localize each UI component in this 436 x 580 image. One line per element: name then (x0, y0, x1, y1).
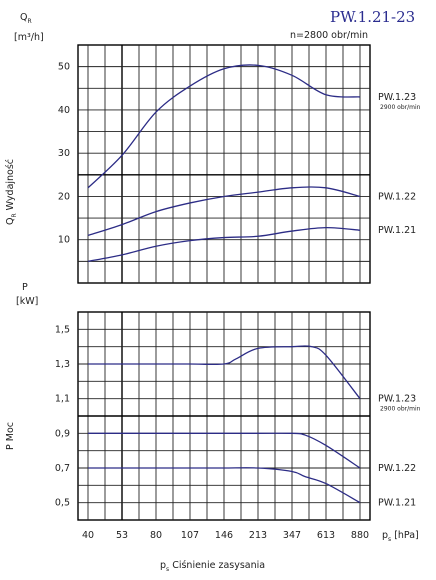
speed-note: n=2800 obr/min (290, 30, 368, 41)
axis-ticks: 40 53 80 107 146 213 347 613 880 10 20 30 40 50 0,5 0,7… (55, 62, 369, 541)
x-tick-label: 107 (181, 530, 199, 541)
power-y-tick-label: 1,3 (55, 359, 70, 370)
power-series-label: PW.1.21 (378, 498, 416, 509)
flow-y-tick-label: 40 (58, 105, 70, 116)
flow-y-tick-label: 10 (58, 235, 70, 246)
chart-title: PW.1.21-23 (330, 8, 415, 26)
power-y-tick-label: 0,9 (55, 428, 70, 439)
power-series-note: 2900 obr/min (380, 406, 421, 413)
power-curve-PW.1.23 (88, 345, 361, 400)
series-curves (87, 64, 361, 504)
x-tick-label: 213 (249, 530, 267, 541)
flow-y-tick-label: 30 (58, 148, 70, 159)
flow-axis-unit: [m³/h] (14, 32, 44, 43)
flow-curve-PW.1.23 (87, 64, 361, 189)
x-tick-label: 80 (150, 530, 162, 541)
power-y-tick-label: 0,5 (55, 498, 70, 509)
flow-curve-PW.1.21 (87, 226, 361, 263)
power-y-tick-label: 0,7 (55, 463, 70, 474)
x-tick-label: 146 (215, 530, 233, 541)
power-y-tick-label: 1,1 (55, 394, 70, 405)
power-y-tick-label: 1,5 (55, 324, 70, 335)
flow-series-label: PW.1.22 (378, 191, 416, 202)
flow-axis-label: QR Wydajność (5, 159, 18, 225)
flow-series-label: PW.1.23 (378, 92, 416, 103)
flow-series-label: PW.1.21 (378, 225, 416, 236)
x-tick-label: 53 (116, 530, 128, 541)
power-axis-label: P Moc (5, 422, 16, 450)
power-axis-unit: [kW] (16, 296, 38, 307)
power-series-label: PW.1.22 (378, 463, 416, 474)
flow-axis-symbol: QR (20, 12, 32, 25)
flow-curve-PW.1.22 (87, 186, 361, 237)
power-curve-PW.1.21 (88, 467, 361, 504)
x-tick-label: 880 (351, 530, 369, 541)
power-axis-symbol: P (22, 282, 28, 293)
x-axis-unit: ps [hPa] (382, 530, 419, 543)
x-tick-label: 613 (317, 530, 335, 541)
power-curve-PW.1.22 (88, 432, 361, 469)
flow-series-note: 2900 obr/min (380, 104, 421, 111)
flow-y-tick-label: 20 (58, 191, 70, 202)
power-series-label: PW.1.23 (378, 394, 416, 405)
x-tick-label: 347 (283, 530, 301, 541)
flow-y-tick-label: 50 (58, 62, 70, 73)
flow-grid (77, 44, 371, 284)
x-tick-label: 40 (82, 530, 94, 541)
x-axis-label: ps Ciśnienie zasysania (160, 560, 265, 573)
power-grid (77, 311, 371, 521)
